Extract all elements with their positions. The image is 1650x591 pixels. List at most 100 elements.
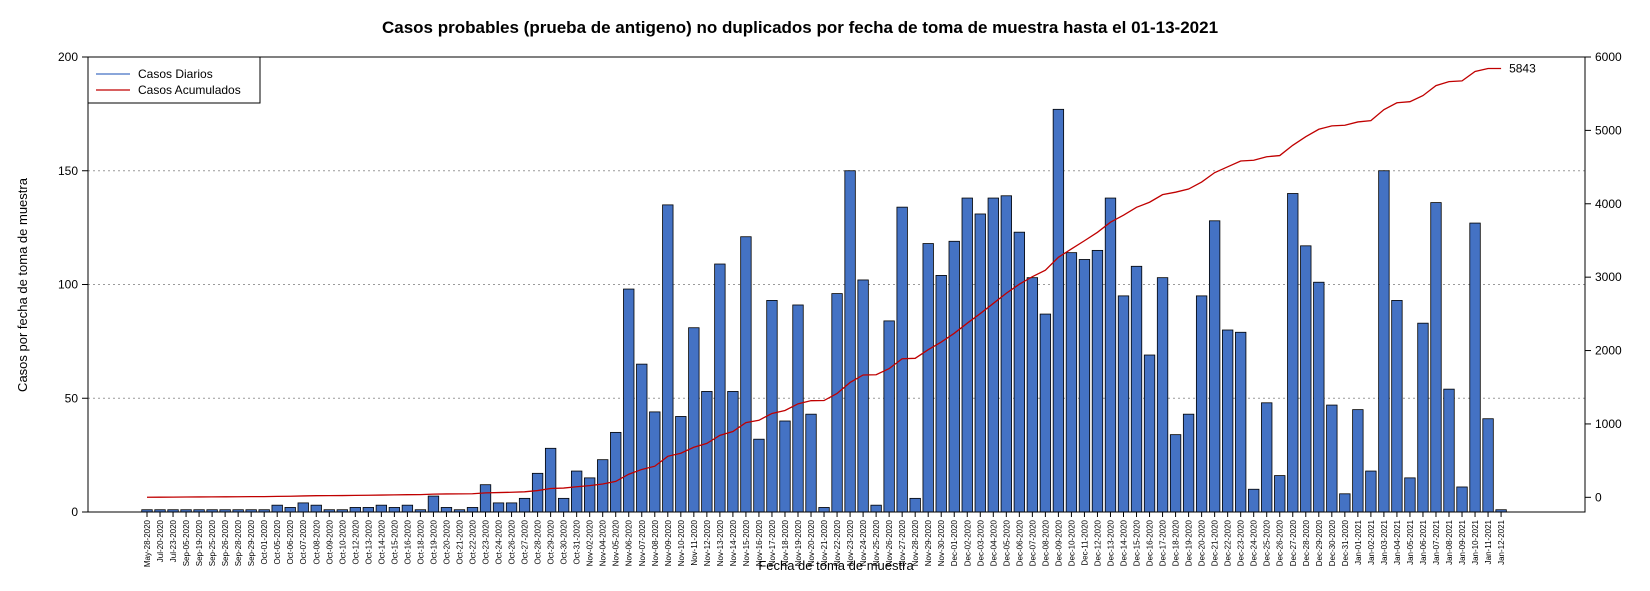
x-tick-label: Dec-23-2020 xyxy=(1237,519,1246,566)
x-tick-label: Dec-17-2020 xyxy=(1159,519,1168,566)
x-tick-label: Oct-18-2020 xyxy=(416,519,425,564)
x-tick-label: Oct-08-2020 xyxy=(312,519,321,564)
x-tick-label: Sep-19-2020 xyxy=(195,519,204,566)
bar-41 xyxy=(662,204,674,513)
bar-62 xyxy=(935,274,947,513)
bar-43 xyxy=(688,327,700,513)
bar-95 xyxy=(1365,470,1377,513)
y-tick-label: 100 xyxy=(58,278,78,292)
bar-89 xyxy=(1287,193,1299,513)
x-tick-label: Oct-19-2020 xyxy=(429,519,438,564)
x-tick-label: Nov-06-2020 xyxy=(625,519,634,566)
bar-36 xyxy=(597,459,609,513)
x-tick-label: Nov-04-2020 xyxy=(599,519,608,566)
bar-101 xyxy=(1443,388,1455,513)
bar-90 xyxy=(1300,245,1312,513)
x-tick-label: Oct-16-2020 xyxy=(403,519,412,564)
bar-49 xyxy=(766,300,778,513)
bar-78 xyxy=(1143,354,1156,513)
x-tick-label: Dec-21-2020 xyxy=(1211,519,1220,566)
bar-37 xyxy=(610,431,622,513)
x-tick-label: Nov-07-2020 xyxy=(638,519,647,566)
bar-104 xyxy=(1482,418,1494,513)
bar-17 xyxy=(349,507,361,513)
x-tick-label: Nov-10-2020 xyxy=(677,519,686,566)
x-tick-label: Sep-28-2020 xyxy=(234,519,243,566)
bar-14 xyxy=(310,504,322,513)
x-tick-label: Sep-05-2020 xyxy=(182,519,191,566)
x-tick-label: Oct-26-2020 xyxy=(508,519,517,564)
bar-71 xyxy=(1052,108,1065,513)
y-tick-label: 150 xyxy=(58,164,78,178)
bar-63 xyxy=(948,240,960,513)
x-axis: May-28-2020 Jul-20-2020 Jul-23-2020 Sep-05-… xyxy=(143,512,1506,567)
y-tick-label: 200 xyxy=(58,50,78,64)
bar-76 xyxy=(1117,295,1130,513)
y2-tick-label: 2000 xyxy=(1595,344,1622,358)
bar-56 xyxy=(857,279,869,513)
bar-29 xyxy=(505,502,518,513)
x-tick-label: Dec-20-2020 xyxy=(1198,519,1207,566)
x-tick-label: Jul-23-2020 xyxy=(169,519,178,562)
x-tick-label: Sep-29-2020 xyxy=(247,519,256,566)
legend: Casos Diarios Casos Acumulados xyxy=(87,56,261,104)
x-tick-label: Dec-22-2020 xyxy=(1224,519,1233,566)
bar-46 xyxy=(727,391,739,513)
x-tick-label: Oct-22-2020 xyxy=(469,519,478,564)
x-tick-label: Dec-30-2020 xyxy=(1328,519,1337,566)
x-tick-label: Sep-25-2020 xyxy=(208,519,217,566)
bar-12 xyxy=(284,507,296,513)
bar-39 xyxy=(636,363,648,513)
cumulative-line-group xyxy=(146,67,1502,498)
x-tick-label: Oct-21-2020 xyxy=(455,519,464,564)
bar-19 xyxy=(375,504,388,513)
final-cumulative-label: 5843 xyxy=(1509,62,1536,76)
bar-53 xyxy=(818,507,830,513)
y-axis-right: 0 1000 2000 3000 4000 5000 6000 xyxy=(1585,50,1622,504)
x-tick-label: Nov-19-2020 xyxy=(794,519,803,566)
bar-96 xyxy=(1378,170,1390,513)
bar-27 xyxy=(479,484,492,513)
y-axis-left: 0 50 100 150 200 xyxy=(58,50,88,519)
x-tick-label: Nov-27-2020 xyxy=(898,519,907,566)
x-tick-label: Dec-08-2020 xyxy=(1041,519,1050,566)
bar-33 xyxy=(557,497,570,513)
bar-91 xyxy=(1313,281,1325,513)
bar-99 xyxy=(1417,322,1429,513)
x-tick-label: Oct-30-2020 xyxy=(560,519,569,564)
x-tick-label: Nov-12-2020 xyxy=(703,519,712,566)
x-tick-label: Jan-06-2021 xyxy=(1419,519,1428,564)
bar-81 xyxy=(1182,413,1195,513)
bar-84 xyxy=(1222,329,1234,513)
x-tick-label: Dec-10-2020 xyxy=(1067,519,1076,566)
x-tick-label: Nov-26-2020 xyxy=(885,519,894,566)
bar-66 xyxy=(987,197,999,513)
x-tick-label: Jan-07-2021 xyxy=(1432,519,1441,564)
bar-31 xyxy=(531,472,544,513)
bar-38 xyxy=(623,288,635,513)
bar-102 xyxy=(1456,486,1468,513)
bar-35 xyxy=(584,477,596,513)
x-tick-label: Dec-28-2020 xyxy=(1302,519,1311,566)
x-tick-label: Dec-09-2020 xyxy=(1054,519,1063,566)
bar-65 xyxy=(974,213,986,513)
x-tick-label: Dec-11-2020 xyxy=(1080,519,1089,565)
x-tick-label: Nov-09-2020 xyxy=(664,519,673,566)
x-tick-label: Oct-28-2020 xyxy=(534,519,543,564)
x-tick-label: Oct-27-2020 xyxy=(521,519,530,564)
bar-34 xyxy=(571,470,583,513)
x-tick-label: Oct-31-2020 xyxy=(573,519,582,564)
bar-77 xyxy=(1130,265,1143,513)
x-tick-label: Dec-02-2020 xyxy=(963,519,972,566)
x-tick-label: Dec-31-2020 xyxy=(1341,519,1350,566)
bar-83 xyxy=(1208,220,1221,513)
cumulative-line xyxy=(146,67,1502,498)
x-tick-label: Jan-09-2021 xyxy=(1458,519,1467,564)
y2-tick-label: 1000 xyxy=(1595,417,1622,431)
bar-74 xyxy=(1091,249,1104,513)
bars-group xyxy=(141,108,1507,513)
x-tick-label: Dec-19-2020 xyxy=(1185,519,1194,566)
bar-52 xyxy=(805,413,817,513)
bar-18 xyxy=(362,507,374,513)
